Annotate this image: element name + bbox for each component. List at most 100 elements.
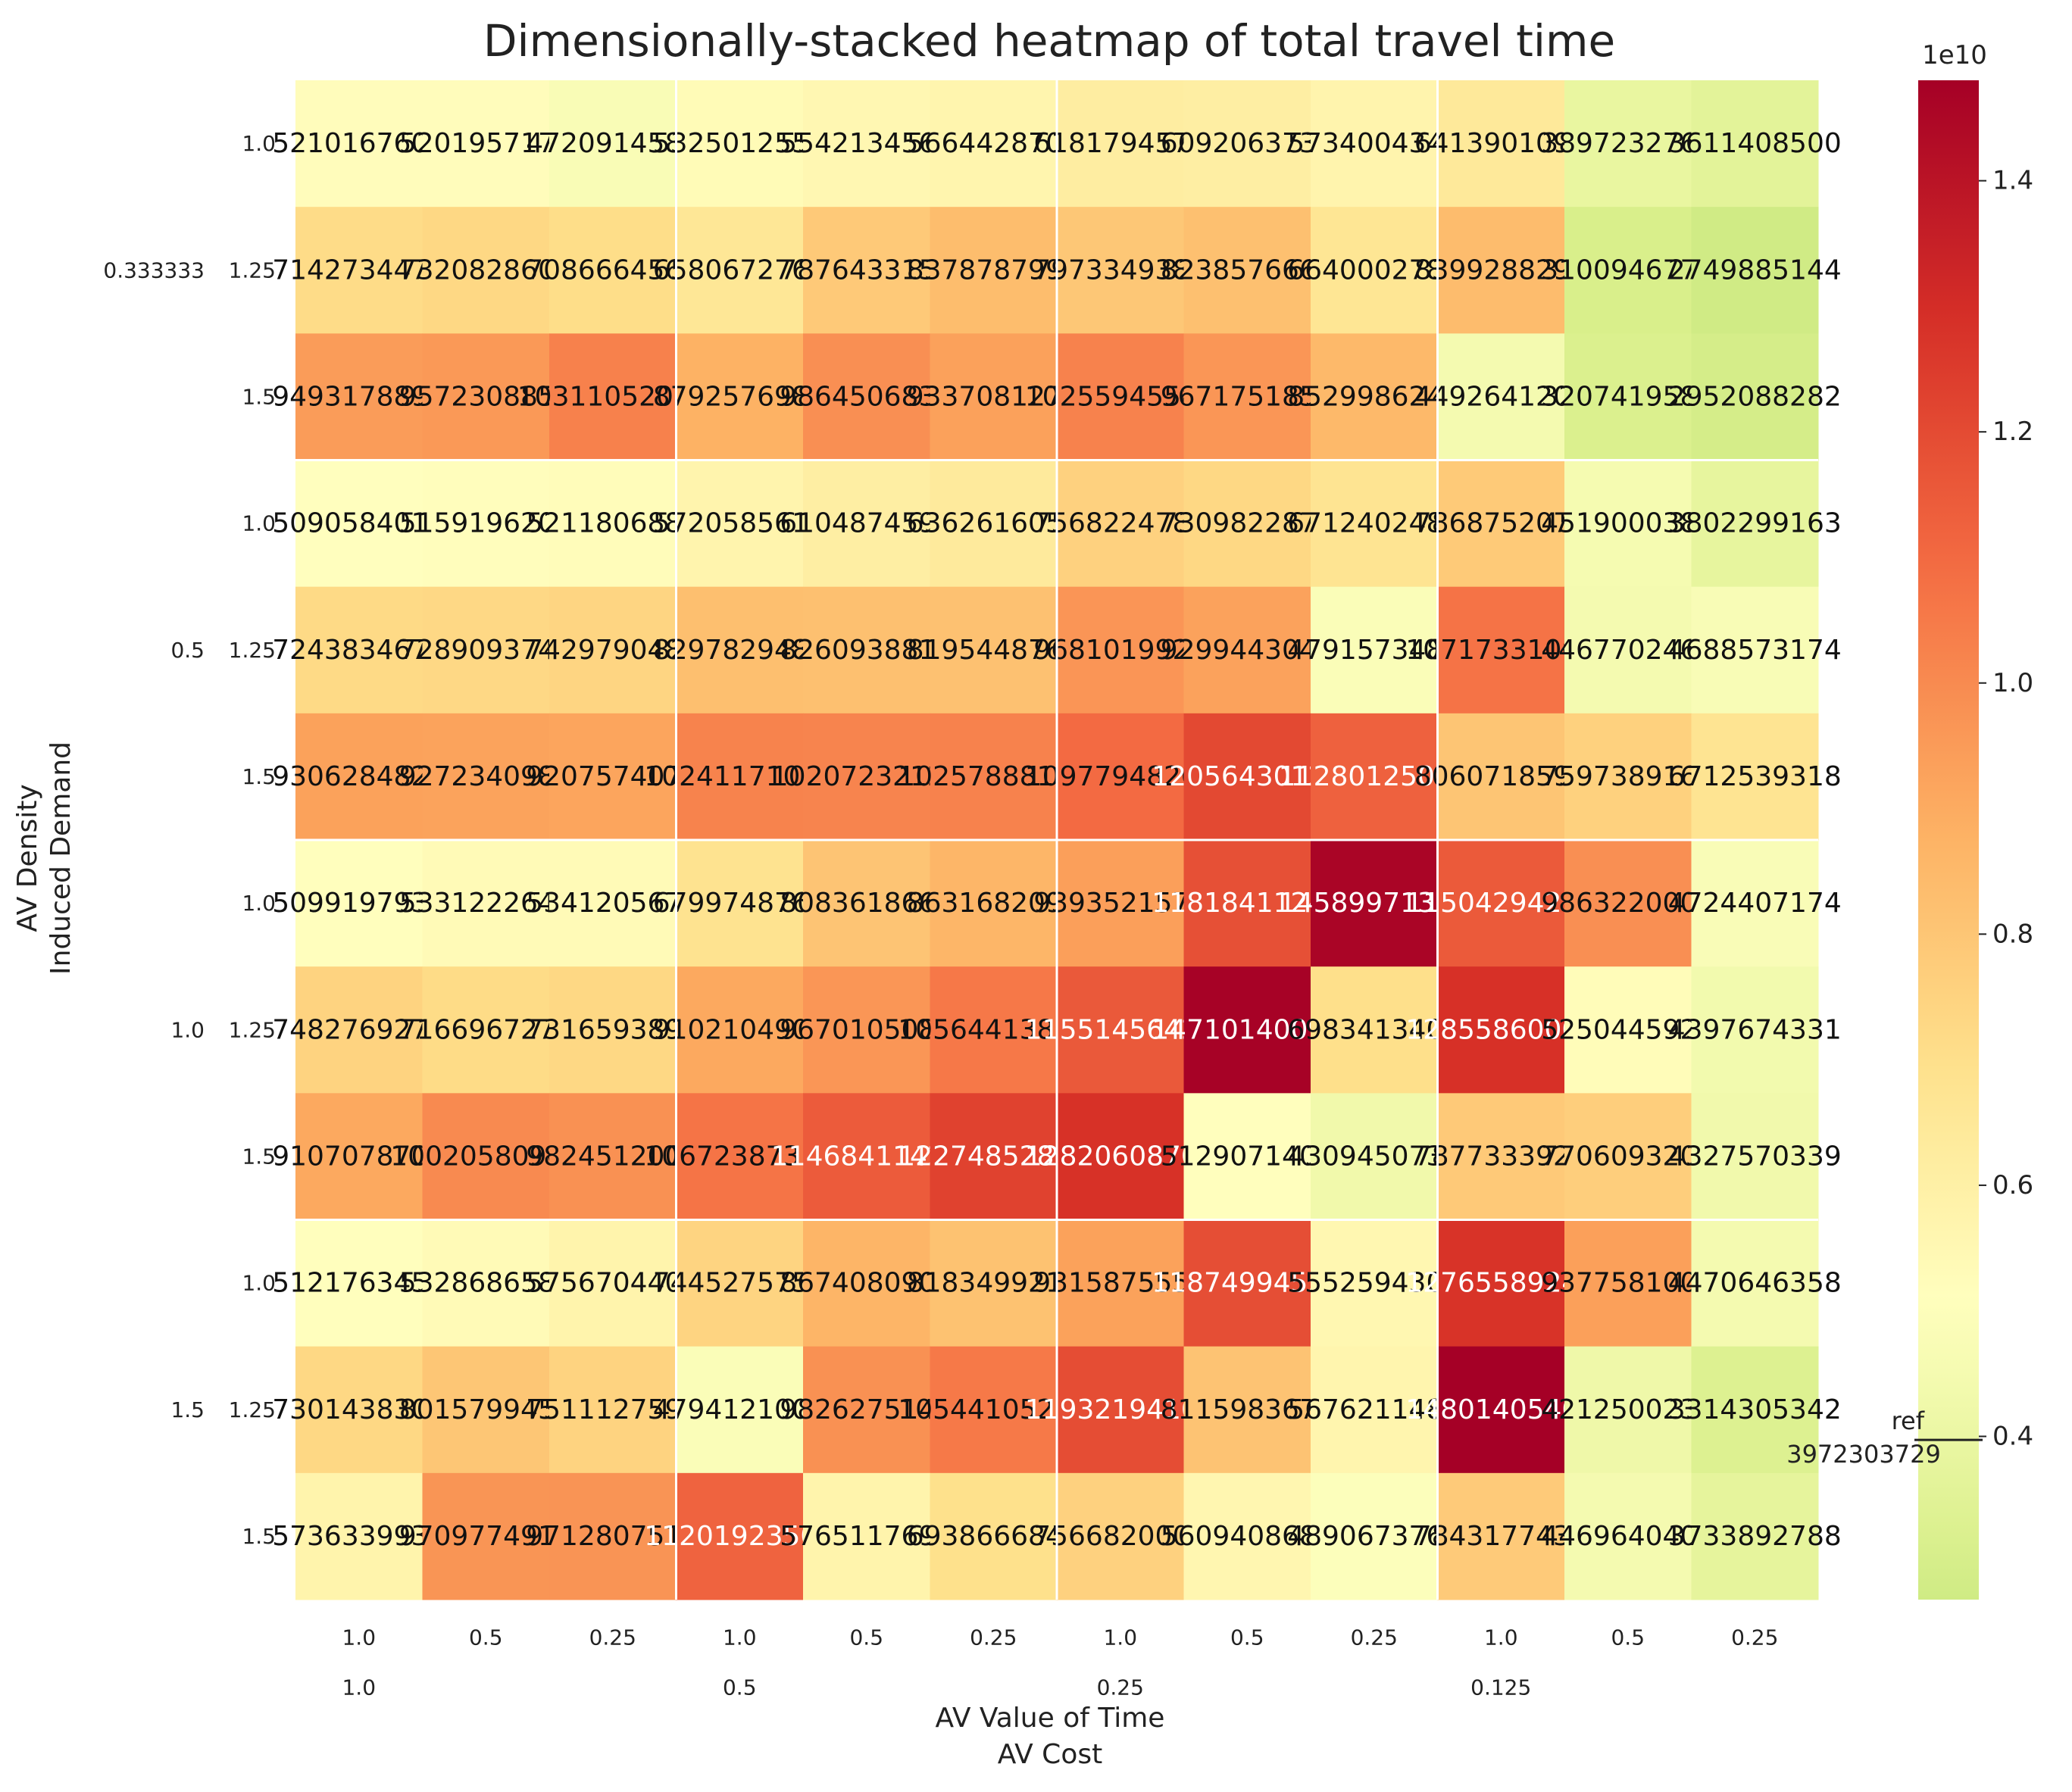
cell-value-label: 4470646358 — [1668, 1268, 1842, 1299]
heatmap-cell — [1691, 966, 1819, 1094]
y-axis-outer-label: AV Density — [12, 784, 43, 932]
heatmap-cell — [1057, 207, 1184, 334]
heatmap-cell — [930, 80, 1058, 208]
heatmap-cell — [1564, 586, 1692, 714]
cell-value-label: 7868752075 — [1414, 508, 1588, 539]
cell-value-label: 8297829482 — [653, 635, 827, 666]
heatmap-cell — [803, 1472, 930, 1600]
cell-value-label: 9670105083 — [780, 1014, 953, 1045]
x-inner-tick-label: 0.5 — [1611, 1625, 1645, 1650]
x-inner-tick-label: 1.0 — [723, 1625, 757, 1650]
cell-value-label: 5664428708 — [907, 128, 1080, 159]
heatmap-cell — [549, 1219, 677, 1347]
colorbar-tick-label: 1.2 — [1992, 417, 2033, 447]
x-inner-tick-label: 0.5 — [849, 1625, 883, 1650]
heatmap-cell — [1311, 840, 1438, 967]
cell-value-label: 5129071403 — [1161, 1141, 1334, 1172]
heatmap-cell — [803, 1346, 930, 1474]
heatmap-cell — [1437, 966, 1565, 1094]
y-outer-tick-label: 0.5 — [170, 638, 205, 663]
cell-value-label: 4724407174 — [1668, 888, 1842, 919]
cell-value-label: 4688573174 — [1668, 635, 1842, 666]
heatmap-cell — [1691, 207, 1819, 334]
heatmap-cell — [422, 333, 550, 460]
heatmap-cell — [549, 207, 677, 334]
heatmap-cell — [1057, 1472, 1184, 1600]
cell-value-label: 5159196200 — [399, 508, 573, 539]
cell-value-label: 6640002789 — [1287, 254, 1461, 286]
heatmap-cell — [1183, 1093, 1311, 1220]
group-separators — [295, 80, 1818, 1600]
cell-value-label: 7429790482 — [526, 635, 699, 666]
cell-value-label: 4791573480 — [1287, 635, 1461, 666]
cell-value-label: 4309450734 — [1287, 1141, 1461, 1172]
heatmap-cell — [422, 1346, 550, 1474]
heatmap-cell — [295, 1346, 423, 1474]
cell-value-label: 6413901097 — [1414, 128, 1588, 159]
heatmap-cell — [1564, 207, 1692, 334]
heatmap-cell — [1057, 80, 1184, 208]
cell-value-label: 5676211480 — [1287, 1394, 1461, 1425]
heatmap-cell — [422, 1472, 550, 1600]
heatmap-cell — [676, 207, 804, 334]
heatmap-cell — [676, 713, 804, 841]
y-axis-ticks: 1.0 1.25 1.5 1.0 1.25 1.5 1.0 1.25 1.5 1.0 1.25 1.5… — [103, 131, 276, 1549]
heatmap-cell — [1183, 207, 1311, 334]
y-outer-tick-label: 0.333333 — [103, 258, 205, 283]
heatmap-cell — [1564, 840, 1692, 967]
cell-value-label: 5325012558 — [653, 128, 827, 159]
heatmap-cell — [1183, 460, 1311, 588]
heatmap-cell — [295, 80, 423, 208]
heatmap-cell — [295, 586, 423, 714]
heatmap-cell — [1183, 586, 1311, 714]
heatmap-cell — [676, 460, 804, 588]
cell-value-label: 8260938811 — [780, 635, 953, 666]
cell-value-label: 9572308853 — [399, 381, 573, 412]
cell-value-label: 4720914580 — [526, 128, 699, 159]
heatmap-cell — [295, 460, 423, 588]
heatmap-cell — [803, 460, 930, 588]
heatmap-cell — [1311, 80, 1438, 208]
cell-value-label: 7511127599 — [526, 1394, 699, 1425]
heatmap-cell — [295, 1219, 423, 1347]
cell-value-label: 3611408500 — [1668, 128, 1842, 159]
cell-value-label: 6104874592 — [780, 508, 953, 539]
cell-value-label: 2952088282 — [1668, 381, 1842, 412]
heatmap-cell — [1437, 460, 1565, 588]
heatmap-cell — [1183, 713, 1311, 841]
heatmap-cell — [1437, 1219, 1565, 1347]
cell-value-label: 6092063730 — [1161, 128, 1334, 159]
heatmap-cell — [422, 586, 550, 714]
cell-value-label: 9315875558 — [1033, 1268, 1207, 1299]
cell-value-label: 5609408680 — [1161, 1521, 1334, 1552]
cell-value-label: 4327570339 — [1668, 1141, 1842, 1172]
heatmap-cell — [676, 80, 804, 208]
x-inner-tick-label: 1.0 — [342, 1625, 376, 1650]
heatmap-cell — [1183, 840, 1311, 967]
cell-value-label: 5210167607 — [272, 128, 445, 159]
heatmap-cell — [1564, 1093, 1692, 1220]
y-inner-tick-label: 1.25 — [229, 258, 276, 283]
y-inner-tick-label: 1.0 — [242, 131, 276, 156]
cell-value-label: 9826275140 — [780, 1394, 953, 1425]
y-inner-tick-label: 1.5 — [242, 764, 276, 789]
heatmap-cell — [549, 333, 677, 460]
heatmap-cell — [1437, 1472, 1565, 1600]
heatmap-cell — [295, 840, 423, 967]
cell-value-label: 5765117692 — [780, 1521, 953, 1552]
heatmap-cell — [1057, 586, 1184, 714]
cell-value-label: 4212500235 — [1541, 1394, 1714, 1425]
colorbar: 1e10 0.4 0.6 0.8 1.0 1.2 1.4 ref 3972303729 — [1786, 40, 2033, 1600]
x-inner-tick-label: 0.25 — [970, 1625, 1017, 1650]
heatmap-cell — [1437, 586, 1565, 714]
cell-value-label: 8195448760 — [907, 635, 1080, 666]
heatmap-cell — [1691, 586, 1819, 714]
cell-value-label: 3100946778 — [1541, 254, 1714, 286]
cell-value-label: 7445275756 — [653, 1268, 827, 1299]
colorbar-reference: ref 3972303729 — [1786, 1406, 1983, 1469]
cell-value-label: 7086664565 — [526, 254, 699, 286]
reference-value: 3972303729 — [1786, 1440, 1941, 1469]
y-inner-tick-label: 1.0 — [242, 1271, 276, 1296]
heatmap-cell — [1437, 207, 1565, 334]
heatmap-cell — [930, 1472, 1058, 1600]
